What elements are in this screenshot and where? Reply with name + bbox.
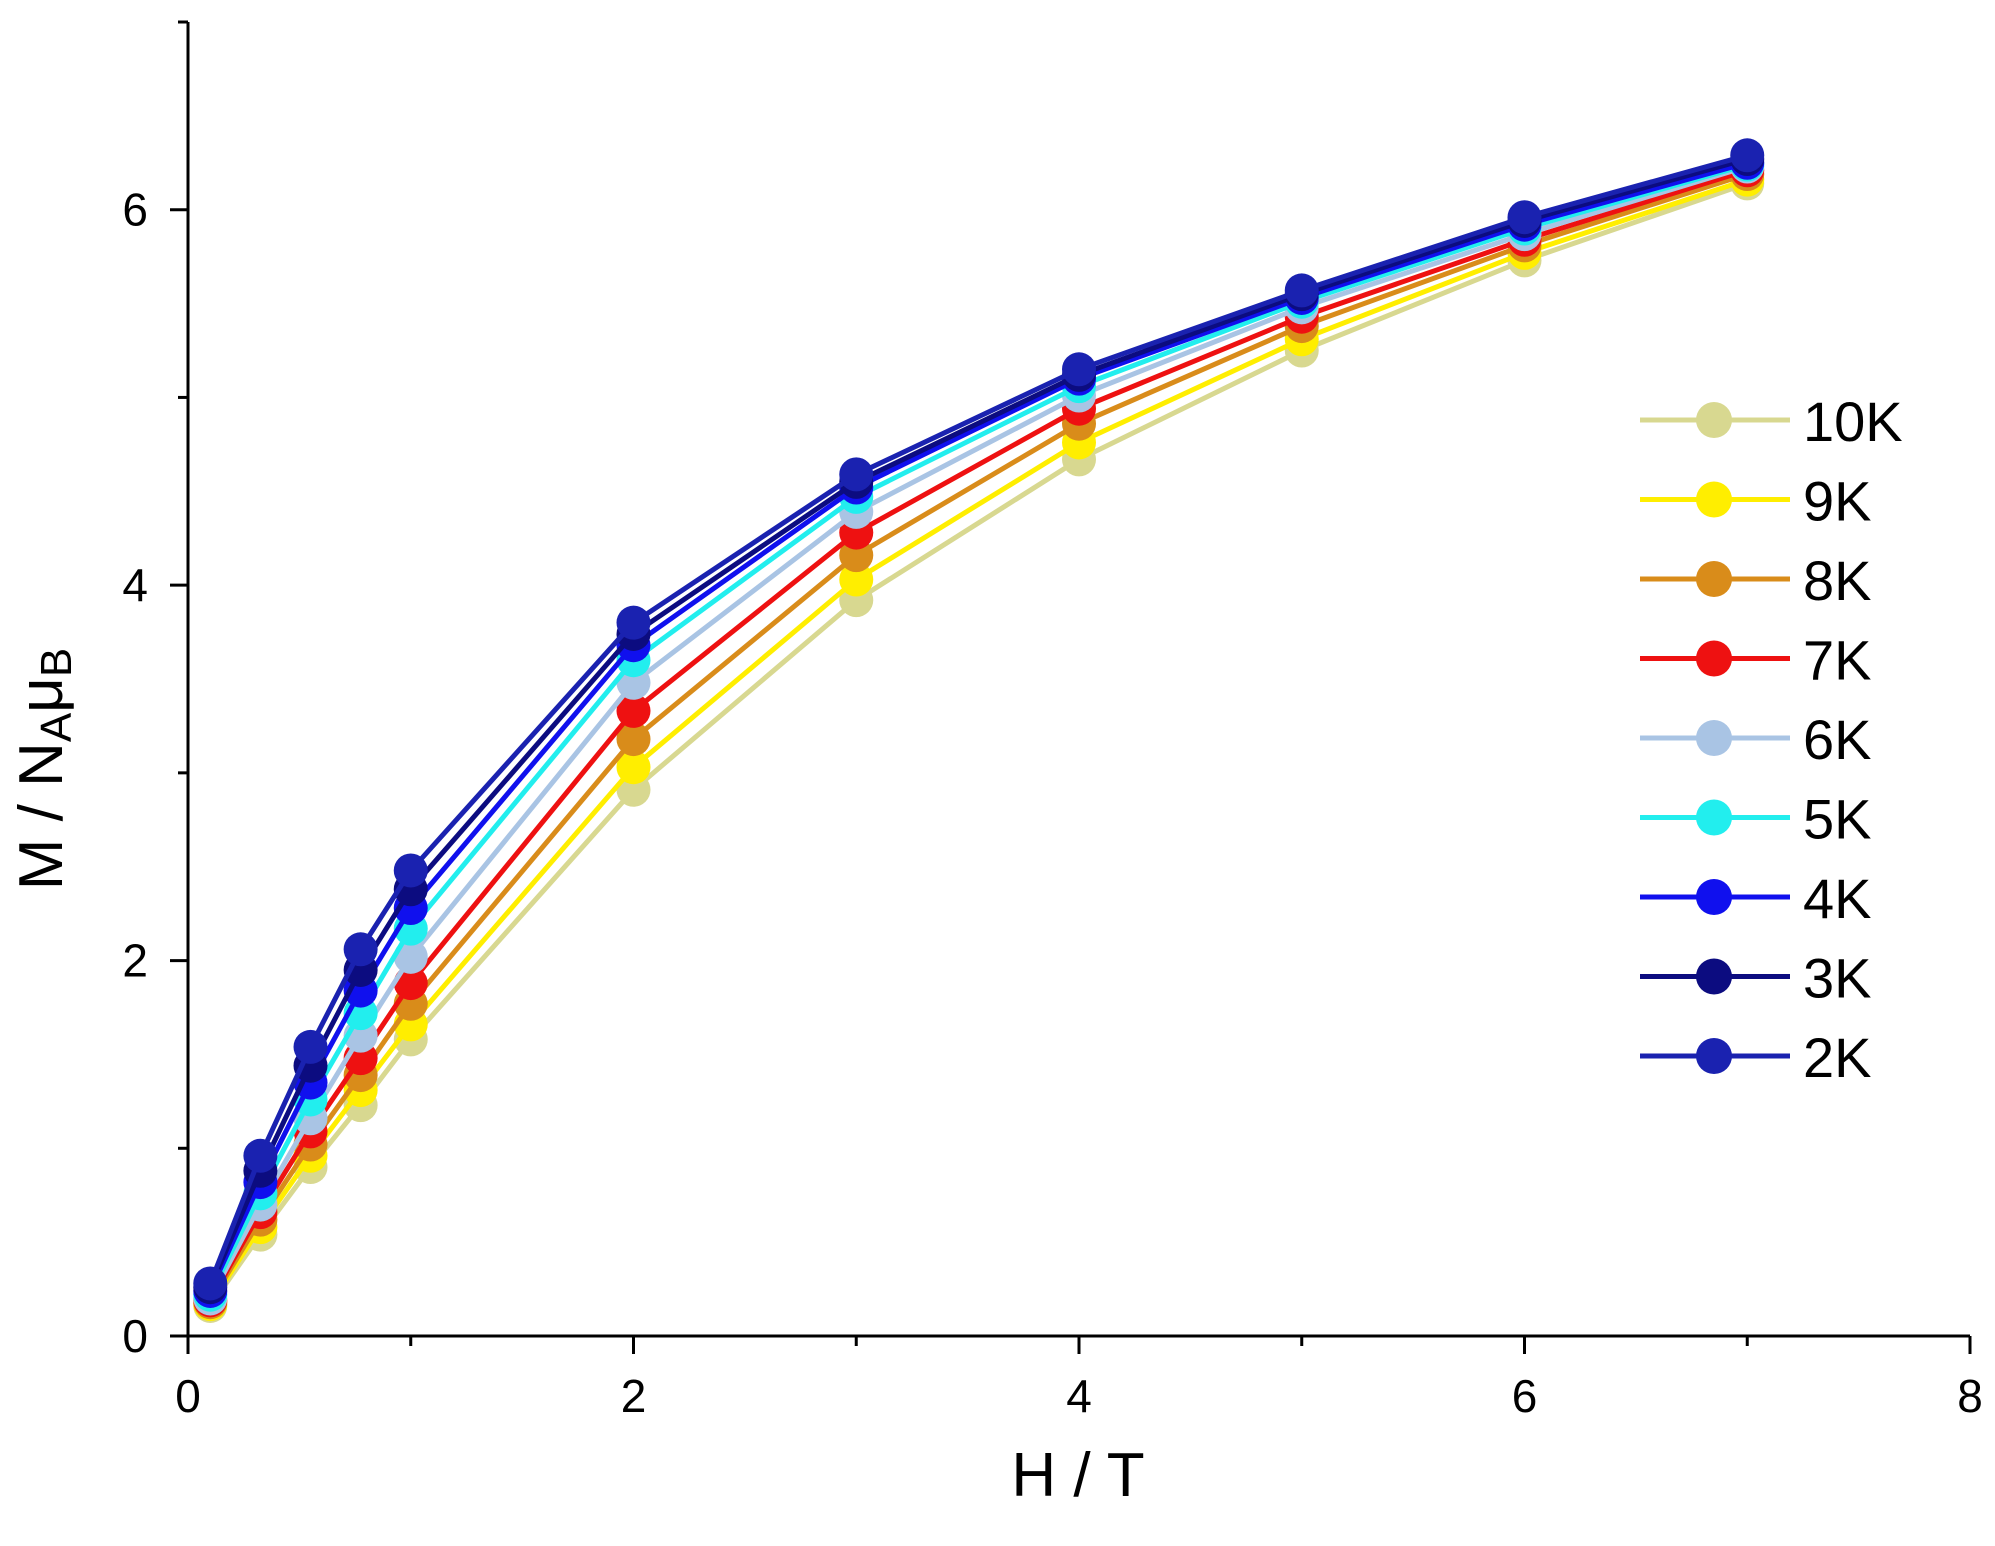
series-line	[208, 164, 1749, 1300]
y-tick-label: 0	[122, 1310, 148, 1362]
series-7K	[193, 153, 1765, 1318]
y-tick-label: 6	[122, 184, 148, 236]
data-point	[1062, 352, 1096, 387]
series-6K	[193, 149, 1765, 1316]
series-line	[208, 177, 1749, 1306]
series-2K	[193, 138, 1765, 1301]
data-point	[1507, 200, 1542, 235]
data-point	[839, 457, 874, 492]
legend-label: 4K	[1803, 867, 1872, 930]
legend-marker	[1696, 481, 1732, 518]
series-line	[208, 181, 1749, 1308]
data-point	[616, 750, 651, 785]
series-3K	[193, 142, 1765, 1305]
data-point	[393, 939, 428, 974]
y-tick-label: 2	[122, 935, 148, 987]
axis-titles: H / T M / NAμB	[7, 648, 1145, 1510]
data-point	[1284, 273, 1319, 308]
legend-item: 2K	[1640, 1026, 1872, 1089]
legend-item: 7K	[1640, 629, 1872, 692]
legend-label: 7K	[1803, 629, 1872, 692]
data-point	[343, 932, 378, 967]
y-axis-title-sub-a: A	[32, 712, 81, 742]
data-point	[616, 722, 651, 757]
x-tick-label: 2	[621, 1370, 647, 1422]
data-point	[616, 693, 651, 728]
series-8K	[193, 157, 1765, 1320]
axes: 0 2 4 6 8 0 2 4 6	[122, 20, 1983, 1422]
legend-label: 6K	[1803, 708, 1872, 771]
data-point	[616, 605, 651, 640]
y-axis-title-mu: μ	[7, 677, 76, 713]
legend-label: 2K	[1803, 1026, 1872, 1089]
legend-item: 9K	[1640, 470, 1872, 533]
legend-item: 4K	[1640, 867, 1872, 930]
series-line	[207, 152, 1748, 1285]
legend-item: 8K	[1640, 549, 1872, 612]
series-line	[208, 171, 1749, 1304]
x-tick-label: 6	[1512, 1370, 1538, 1422]
series-9K	[193, 162, 1765, 1322]
x-tick-label: 4	[1066, 1370, 1092, 1422]
series-layer	[193, 138, 1765, 1323]
series-line	[208, 160, 1748, 1292]
data-point	[293, 1029, 328, 1064]
data-point	[193, 1266, 228, 1301]
legend-label: 9K	[1803, 470, 1872, 533]
legend-label: 5K	[1803, 788, 1872, 851]
legend-marker	[1696, 720, 1732, 756]
legend-marker	[1696, 402, 1732, 438]
data-point	[839, 562, 874, 597]
y-axis-title-main: M / N	[7, 742, 76, 890]
legend-marker	[1696, 799, 1732, 836]
legend-item: 6K	[1640, 708, 1872, 771]
legend-marker	[1696, 561, 1732, 597]
series-line	[208, 162, 1748, 1296]
legend-label: 3K	[1803, 947, 1872, 1010]
series-line	[208, 167, 1749, 1302]
legend: 10K 9K 8K 7K 6K 5K 4K 3K 2K	[1640, 390, 1903, 1089]
legend-label: 10K	[1803, 390, 1903, 453]
legend-item: 3K	[1640, 947, 1872, 1010]
legend-item: 10K	[1640, 390, 1903, 453]
legend-marker	[1696, 640, 1732, 677]
legend-marker	[1696, 879, 1732, 915]
legend-marker	[1696, 958, 1732, 995]
data-point	[1730, 138, 1765, 173]
series-4K	[193, 145, 1765, 1308]
y-tick-label: 4	[122, 559, 148, 611]
x-tick-label: 8	[1957, 1370, 1983, 1422]
series-5K	[193, 147, 1765, 1312]
legend-item: 5K	[1640, 788, 1872, 851]
y-axis-title-sub-b: B	[32, 648, 81, 677]
x-tick-label: 0	[175, 1370, 201, 1422]
legend-label: 8K	[1803, 549, 1872, 612]
data-point	[393, 853, 428, 888]
y-axis-title: M / NAμB	[7, 648, 81, 891]
series-10K	[193, 166, 1765, 1323]
legend-marker	[1696, 1038, 1732, 1074]
series-line	[208, 156, 1748, 1289]
data-point	[243, 1138, 278, 1173]
x-axis-title: H / T	[1011, 1441, 1144, 1510]
